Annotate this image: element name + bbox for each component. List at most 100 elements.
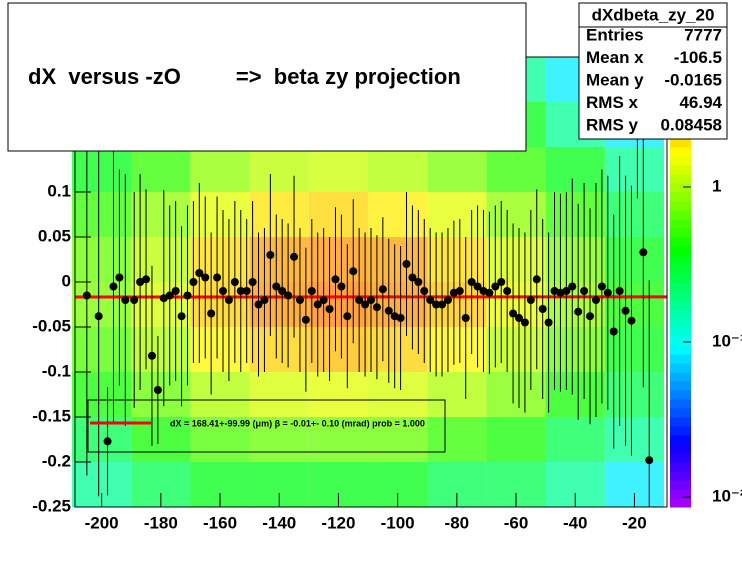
x-tick-label: -200 xyxy=(85,513,119,532)
profile-point xyxy=(325,305,334,313)
profile-point xyxy=(443,296,452,304)
heat-cell xyxy=(427,327,487,372)
palette-cell xyxy=(670,183,691,193)
stats-label: RMS y xyxy=(586,115,639,134)
profile-point xyxy=(103,437,112,446)
palette-cell xyxy=(670,462,691,472)
stats-value: 46.94 xyxy=(679,93,722,112)
palette-cell xyxy=(670,237,691,247)
profile-point xyxy=(597,282,606,291)
heat-cell xyxy=(368,417,428,462)
profile-point xyxy=(295,296,304,304)
profile-point xyxy=(224,296,233,304)
stats-label: Mean x xyxy=(586,48,644,67)
heat-cell xyxy=(72,192,132,237)
palette-cell xyxy=(670,327,691,337)
profile-point xyxy=(485,288,494,297)
x-tick-label: -180 xyxy=(144,513,178,532)
heat-cell xyxy=(131,192,191,237)
profile-point xyxy=(378,285,387,294)
profile-point xyxy=(343,312,352,321)
palette-cell xyxy=(670,336,691,346)
palette-cell xyxy=(670,246,691,256)
profile-point xyxy=(278,287,287,295)
profile-point xyxy=(195,269,204,277)
legend-text: dX = 168.41+-99.99 (μm) β = -0.01+- 0.10… xyxy=(170,418,425,428)
profile-point xyxy=(290,252,299,261)
heat-cell xyxy=(604,237,665,282)
profile-point xyxy=(115,273,124,282)
palette-cell xyxy=(670,399,691,409)
profile-point xyxy=(384,306,393,315)
heat-cell xyxy=(604,372,665,417)
heat-cell xyxy=(604,147,665,192)
heat-cell xyxy=(486,237,546,282)
palette-cell xyxy=(670,210,691,220)
profile-point xyxy=(438,300,447,309)
profile-point xyxy=(609,327,618,336)
profile-point xyxy=(526,296,535,304)
profile-point xyxy=(207,309,216,318)
y-tick-label: -0.05 xyxy=(32,316,71,335)
profile-point xyxy=(183,291,192,300)
heat-cell xyxy=(604,417,665,462)
palette-cell xyxy=(670,138,691,148)
profile-point xyxy=(408,273,417,282)
heat-cell xyxy=(308,372,369,417)
heat-cell xyxy=(486,192,546,237)
profile-point xyxy=(109,282,118,291)
palette-cell xyxy=(670,228,691,238)
profile-point xyxy=(603,288,612,297)
heat-cell xyxy=(368,372,428,417)
heat-cell xyxy=(131,372,191,417)
profile-point xyxy=(455,287,464,295)
heat-cell xyxy=(308,327,369,372)
heat-cell xyxy=(249,327,309,372)
legend-box xyxy=(87,399,446,453)
palette-cell xyxy=(670,426,691,436)
x-tick-label: -80 xyxy=(445,513,470,532)
heat-cell xyxy=(249,417,309,462)
x-tick-label: -40 xyxy=(563,513,588,532)
profile-point xyxy=(319,296,328,304)
profile-point xyxy=(349,267,358,276)
profile-point xyxy=(621,306,630,315)
stats-box xyxy=(578,2,728,140)
heat-cell xyxy=(486,372,546,417)
profile-point xyxy=(94,312,103,321)
profile-point xyxy=(301,315,310,324)
x-tick-label: -100 xyxy=(381,513,415,532)
x-tick-label: -160 xyxy=(203,513,237,532)
x-tick-label: -60 xyxy=(504,513,529,532)
palette-cell xyxy=(670,498,691,508)
profile-point xyxy=(219,287,227,295)
palette-cell xyxy=(670,453,691,463)
x-tick-label: -140 xyxy=(262,513,296,532)
profile-point xyxy=(627,316,636,325)
heat-cell xyxy=(308,237,369,282)
palette-cell xyxy=(670,471,691,481)
heat-cell xyxy=(249,192,309,237)
heat-cell xyxy=(190,192,250,237)
stats-title: dXdbeta_zy_20 xyxy=(592,5,715,24)
profile-point xyxy=(473,282,482,291)
heat-cell xyxy=(545,372,605,417)
profile-point xyxy=(147,351,156,360)
palette-cell xyxy=(670,408,691,418)
profile-point xyxy=(562,287,571,295)
heat-cell xyxy=(604,192,665,237)
palette-cell xyxy=(670,201,691,211)
heat-cell xyxy=(131,327,191,372)
y-tick-label: 0.05 xyxy=(38,226,71,245)
heat-cell xyxy=(545,237,605,282)
profile-point xyxy=(372,303,381,312)
palette-cell xyxy=(670,381,691,391)
profile-point xyxy=(355,296,364,304)
profile-point xyxy=(82,291,91,300)
stats-label: Mean y xyxy=(586,70,644,89)
profile-point xyxy=(538,305,547,313)
palette-cell xyxy=(670,309,691,319)
profile-point xyxy=(367,296,375,304)
profile-point xyxy=(260,296,269,304)
z-tick-label: 10⁻¹ xyxy=(712,331,742,350)
